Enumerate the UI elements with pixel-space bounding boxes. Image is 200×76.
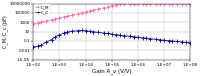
- C_C: [45, 42, 47, 43]
- C_M: [189, 3, 192, 4]
- C_C: [189, 42, 192, 43]
- C_M: [115, 4, 118, 5]
- C_M: [111, 5, 113, 6]
- C_M: [40, 21, 42, 22]
- C_M: [159, 3, 161, 4]
- Legend: C_M, C_C: C_M, C_C: [34, 4, 51, 16]
- C_M: [103, 7, 105, 8]
- C_M: [80, 12, 83, 13]
- C_C: [123, 35, 125, 36]
- C_C: [80, 30, 83, 31]
- C_C: [32, 47, 34, 48]
- C_C: [149, 38, 152, 39]
- C_C: [175, 41, 178, 42]
- C_C: [71, 31, 73, 32]
- C_M: [71, 15, 73, 16]
- C_M: [58, 18, 61, 19]
- C_C: [115, 34, 118, 35]
- C_C: [107, 33, 109, 34]
- Line: C_M: C_M: [31, 2, 192, 25]
- C_C: [89, 31, 91, 32]
- C_M: [37, 22, 39, 23]
- C_M: [168, 3, 170, 4]
- C_M: [137, 3, 139, 4]
- C_C: [137, 37, 139, 38]
- C_M: [145, 3, 147, 4]
- C_C: [58, 34, 61, 35]
- C_C: [92, 31, 95, 32]
- C_M: [149, 3, 152, 4]
- C_M: [181, 3, 184, 4]
- X-axis label: Gain A_v (V/V): Gain A_v (V/V): [92, 68, 132, 74]
- C_C: [84, 30, 87, 31]
- C_C: [111, 34, 113, 35]
- C_C: [54, 36, 57, 37]
- C_M: [129, 3, 131, 4]
- C_M: [155, 3, 157, 4]
- C_C: [97, 32, 99, 33]
- C_C: [163, 40, 165, 41]
- C_M: [175, 3, 178, 4]
- C_M: [123, 3, 125, 4]
- C_C: [133, 36, 135, 37]
- C_C: [155, 39, 157, 40]
- C_C: [77, 30, 79, 31]
- C_M: [185, 3, 187, 4]
- C_M: [89, 10, 91, 11]
- C_C: [129, 36, 131, 37]
- Y-axis label: C_M, C_c (pF): C_M, C_c (pF): [2, 15, 8, 48]
- C_C: [168, 40, 170, 41]
- C_C: [141, 37, 144, 38]
- C_M: [63, 16, 65, 17]
- C_M: [171, 3, 173, 4]
- C_C: [145, 38, 147, 39]
- C_C: [37, 46, 39, 47]
- Line: C_C: C_C: [31, 29, 192, 49]
- C_C: [40, 45, 42, 46]
- C_M: [118, 3, 121, 4]
- C_M: [107, 6, 109, 7]
- C_C: [159, 39, 161, 40]
- C_M: [66, 16, 68, 17]
- C_M: [77, 13, 79, 14]
- C_M: [133, 3, 135, 4]
- C_C: [66, 32, 68, 33]
- C_M: [163, 3, 165, 4]
- C_C: [50, 39, 53, 40]
- C_M: [32, 23, 34, 24]
- C_C: [118, 35, 121, 36]
- C_C: [185, 42, 187, 43]
- C_M: [45, 20, 47, 21]
- C_M: [50, 19, 53, 20]
- C_M: [141, 3, 144, 4]
